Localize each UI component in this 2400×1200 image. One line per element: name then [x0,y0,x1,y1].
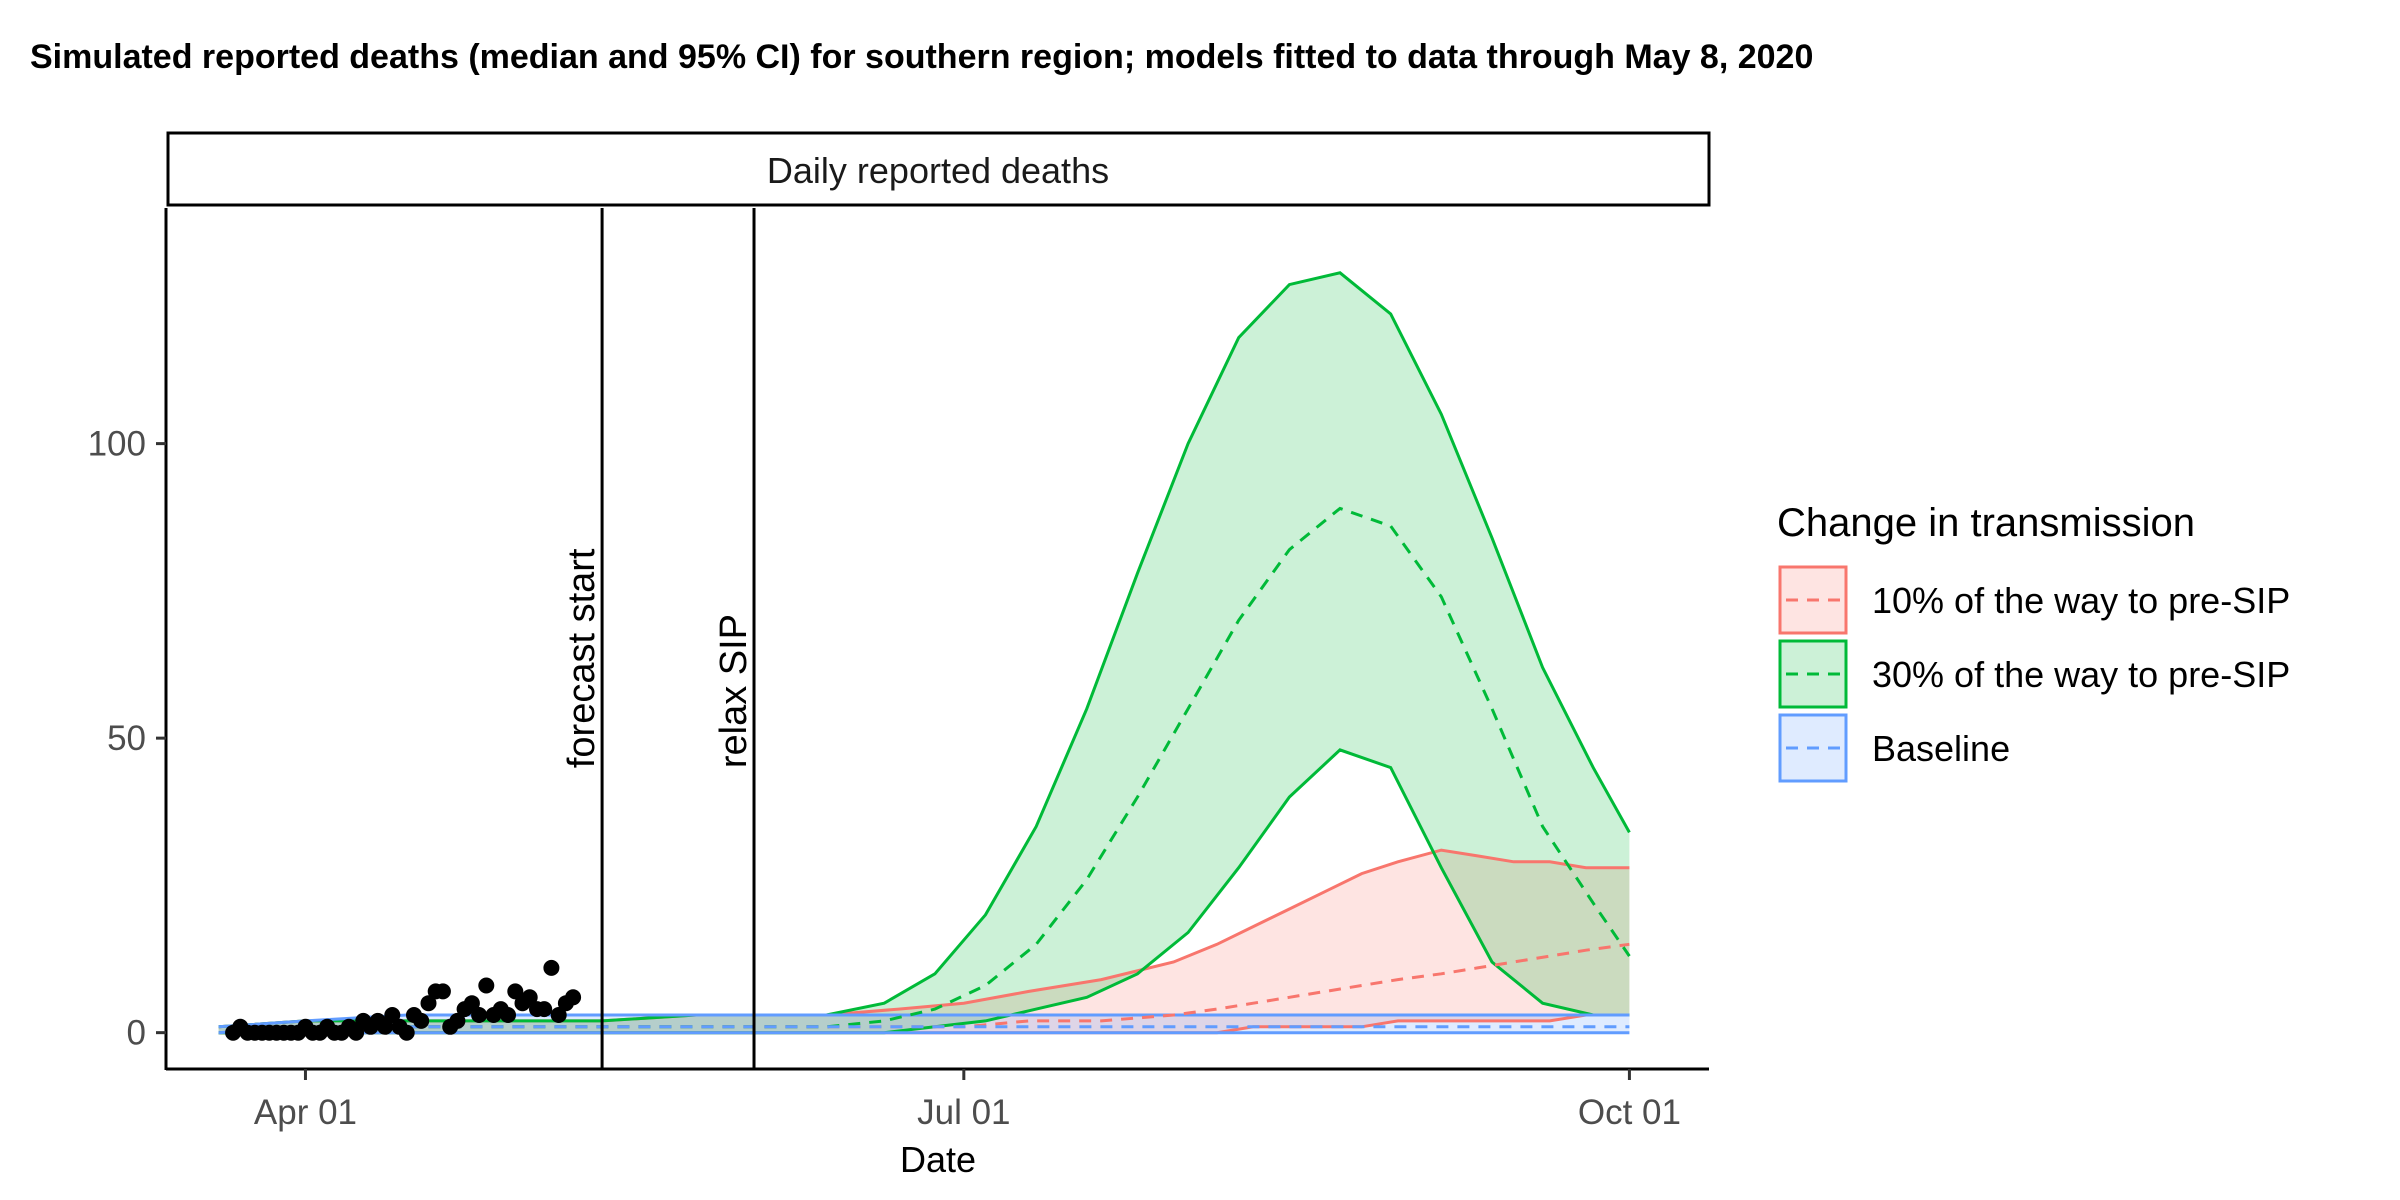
legend-label-30pct-of-the-way-to-pre-sip: 30% of the way to pre-SIP [1872,654,2290,695]
observed-point [463,995,480,1012]
y-tick-label: 100 [88,425,146,464]
ribbon-30pct-of-the-way-to-pre-sip [218,272,1630,1033]
observed-point [348,1024,365,1041]
chart-title: Simulated reported deaths (median and 95… [30,38,1813,76]
event-lines: forecast start relax SIP [561,208,756,1068]
observed-point [413,1012,430,1029]
facet-strip [166,131,1711,207]
observed-point [398,1024,415,1041]
median-baseline [218,1025,1630,1035]
observed-point [478,977,495,994]
x-axis-title: Date [900,1139,976,1180]
observed-point [471,1007,488,1023]
observed-point [536,1001,553,1018]
ribbon-10pct-of-the-way-to-pre-sip [218,850,1630,1033]
y-tick-label: 0 [127,1014,146,1053]
upper-bound-30pct-of-the-way-to-pre-sip [218,271,1631,1029]
legend-label-10pct-of-the-way-to-pre-sip: 10% of the way to pre-SIP [1872,580,2290,621]
observed-point [384,1007,401,1023]
legend: Change in transmission 10% of the way to… [1777,501,2290,783]
ribbon-baseline [218,1015,1630,1033]
observed-point [565,989,582,1006]
vline-label-forecast-start: forecast start [561,548,603,768]
legend-entries: 10% of the way to pre-SIP 30% of the way … [1778,565,2290,783]
vline-label-relax-sip: relax SIP [713,614,755,768]
median-30pct-of-the-way-to-pre-sip [218,506,1631,1035]
observed-point [434,983,451,1000]
legend-label-baseline: Baseline [1872,728,2010,769]
facet-strip-label: Daily reported deaths [767,150,1109,191]
observed-point [543,959,560,976]
x-tick-label: Oct 01 [1578,1093,1681,1132]
plot-panel: forecast start relax SIP [168,208,1709,1068]
x-tick-label: Apr 01 [254,1093,357,1132]
observed-points [225,959,582,1041]
observed-point [377,1018,393,1035]
y-axis-ticks: 0 50 100 [88,425,166,1053]
x-tick-label: Jul 01 [917,1093,1010,1132]
observed-point [550,1007,567,1023]
observed-point [507,983,524,1000]
y-tick-label: 50 [107,719,146,758]
x-axis-ticks: Apr 01 Jul 01 Oct 01 [254,1069,1681,1132]
observed-point [521,989,538,1006]
legend-title: Change in transmission [1777,501,2195,545]
panel-background [168,208,1709,1068]
observed-point [449,1012,466,1029]
observed-point [420,995,437,1012]
observed-point [500,1007,516,1023]
